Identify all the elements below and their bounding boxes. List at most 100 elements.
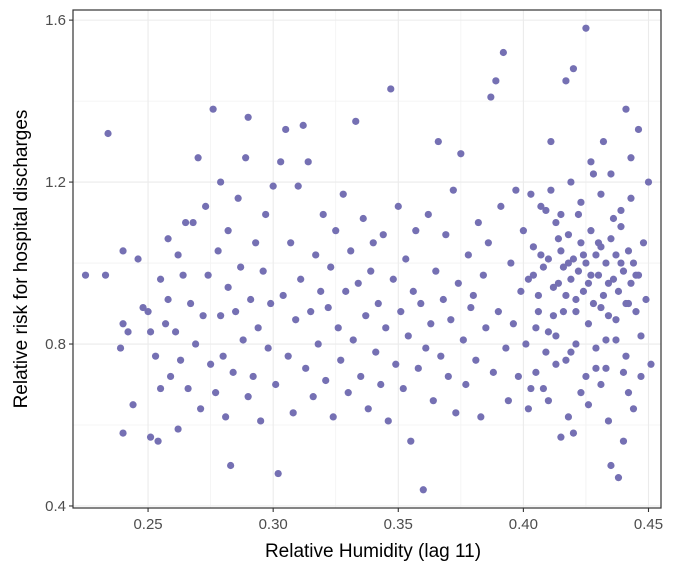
data-point: [552, 332, 560, 340]
data-point: [544, 328, 553, 336]
data-point: [604, 279, 613, 287]
data-point: [404, 332, 412, 340]
y-axis-title: Relative risk for hospital discharges: [11, 110, 32, 409]
data-point: [394, 202, 402, 210]
data-point: [592, 344, 600, 352]
data-point: [604, 417, 613, 425]
data-point: [119, 429, 127, 437]
data-point: [181, 218, 190, 227]
data-point: [146, 328, 155, 336]
data-point: [539, 384, 548, 393]
data-point: [259, 267, 267, 275]
data-point: [144, 308, 152, 316]
data-point: [572, 295, 580, 304]
data-point: [437, 352, 445, 360]
data-point: [264, 344, 272, 352]
data-point: [617, 259, 625, 267]
data-point: [417, 299, 425, 308]
data-point: [347, 247, 355, 255]
data-point: [119, 320, 127, 328]
data-point: [544, 255, 553, 263]
data-point: [387, 85, 395, 93]
data-point: [522, 340, 530, 348]
data-point: [577, 389, 585, 397]
data-point: [432, 267, 440, 275]
data-point: [542, 206, 550, 215]
data-point: [564, 413, 573, 421]
y-tick-label: 1.2: [45, 174, 66, 191]
data-point: [237, 263, 245, 271]
data-point: [647, 360, 655, 368]
data-point: [362, 312, 370, 320]
data-point: [512, 186, 520, 194]
data-point: [156, 275, 165, 283]
data-point: [377, 380, 385, 389]
data-point: [166, 372, 175, 381]
data-point: [422, 344, 430, 352]
data-point: [619, 437, 628, 445]
data-point: [317, 287, 325, 295]
data-point: [297, 275, 305, 283]
data-point: [247, 295, 255, 304]
data-point: [294, 182, 302, 190]
data-point: [449, 186, 457, 194]
data-point: [612, 336, 620, 344]
data-point: [544, 397, 553, 405]
data-point: [619, 267, 628, 275]
data-point: [292, 316, 300, 324]
data-point: [204, 271, 212, 279]
data-point: [116, 344, 125, 352]
data-point: [254, 324, 262, 332]
data-point: [644, 178, 653, 186]
data-point: [444, 372, 452, 381]
data-point: [327, 263, 335, 271]
data-point: [607, 170, 615, 178]
data-point: [287, 239, 295, 247]
data-point: [217, 312, 225, 320]
data-point: [397, 308, 405, 316]
data-point: [542, 348, 550, 356]
data-point: [482, 324, 490, 332]
data-point: [134, 255, 142, 263]
data-point: [602, 259, 610, 267]
data-point: [509, 320, 517, 328]
data-point: [357, 372, 365, 381]
data-point: [532, 368, 540, 376]
data-point: [279, 291, 287, 300]
data-point: [156, 384, 165, 393]
data-point: [612, 316, 620, 324]
data-point: [629, 405, 638, 413]
data-point: [244, 113, 252, 121]
data-point: [192, 340, 200, 348]
data-point: [574, 210, 583, 219]
data-point: [622, 352, 630, 360]
data-point: [412, 227, 420, 235]
data-point: [487, 93, 495, 101]
data-point: [379, 231, 387, 239]
data-point: [609, 275, 618, 283]
y-tick-label: 1.6: [45, 12, 66, 29]
data-point: [622, 105, 630, 113]
data-point: [382, 324, 390, 332]
x-tick-label: 0.35: [384, 516, 413, 533]
data-point: [171, 328, 180, 336]
data-point: [534, 308, 542, 316]
data-point: [199, 312, 207, 320]
data-point: [349, 336, 357, 344]
data-point: [319, 210, 327, 219]
data-point: [582, 24, 590, 32]
data-point: [409, 287, 417, 295]
data-point: [184, 384, 192, 393]
data-point: [637, 332, 645, 340]
data-point: [617, 206, 625, 215]
data-point: [312, 251, 320, 259]
data-point: [372, 348, 380, 356]
data-point: [402, 255, 410, 263]
data-point: [267, 299, 275, 308]
data-point: [529, 243, 537, 251]
data-point: [322, 376, 330, 385]
data-point: [337, 356, 345, 364]
data-points: [81, 24, 655, 494]
data-point: [527, 190, 535, 198]
data-point: [229, 368, 237, 376]
